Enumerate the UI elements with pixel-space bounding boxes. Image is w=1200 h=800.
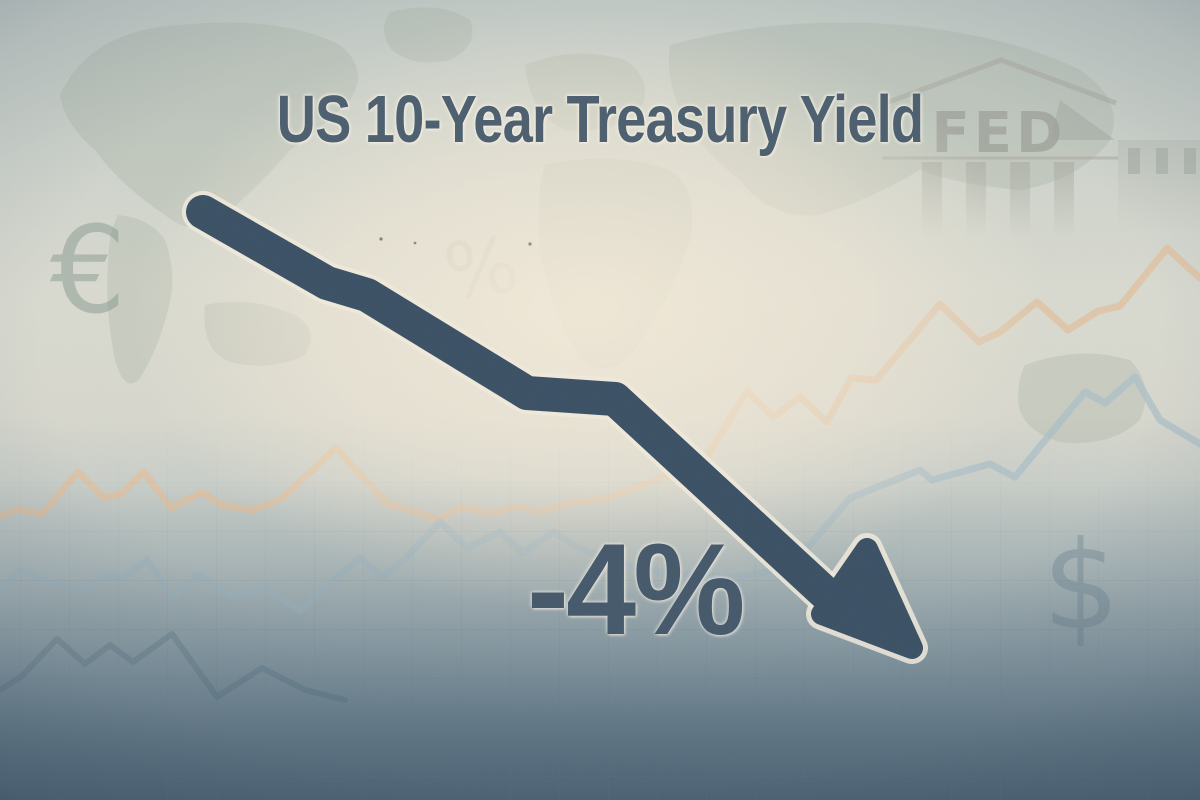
dust-speck bbox=[413, 241, 417, 245]
page-title: US 10-Year Treasury Yield bbox=[276, 82, 924, 157]
downtrend-arrow-shaft bbox=[186, 195, 855, 622]
yield-change-label: -4% bbox=[527, 516, 745, 662]
dust-speck bbox=[528, 242, 532, 246]
dust-speck bbox=[379, 237, 383, 241]
